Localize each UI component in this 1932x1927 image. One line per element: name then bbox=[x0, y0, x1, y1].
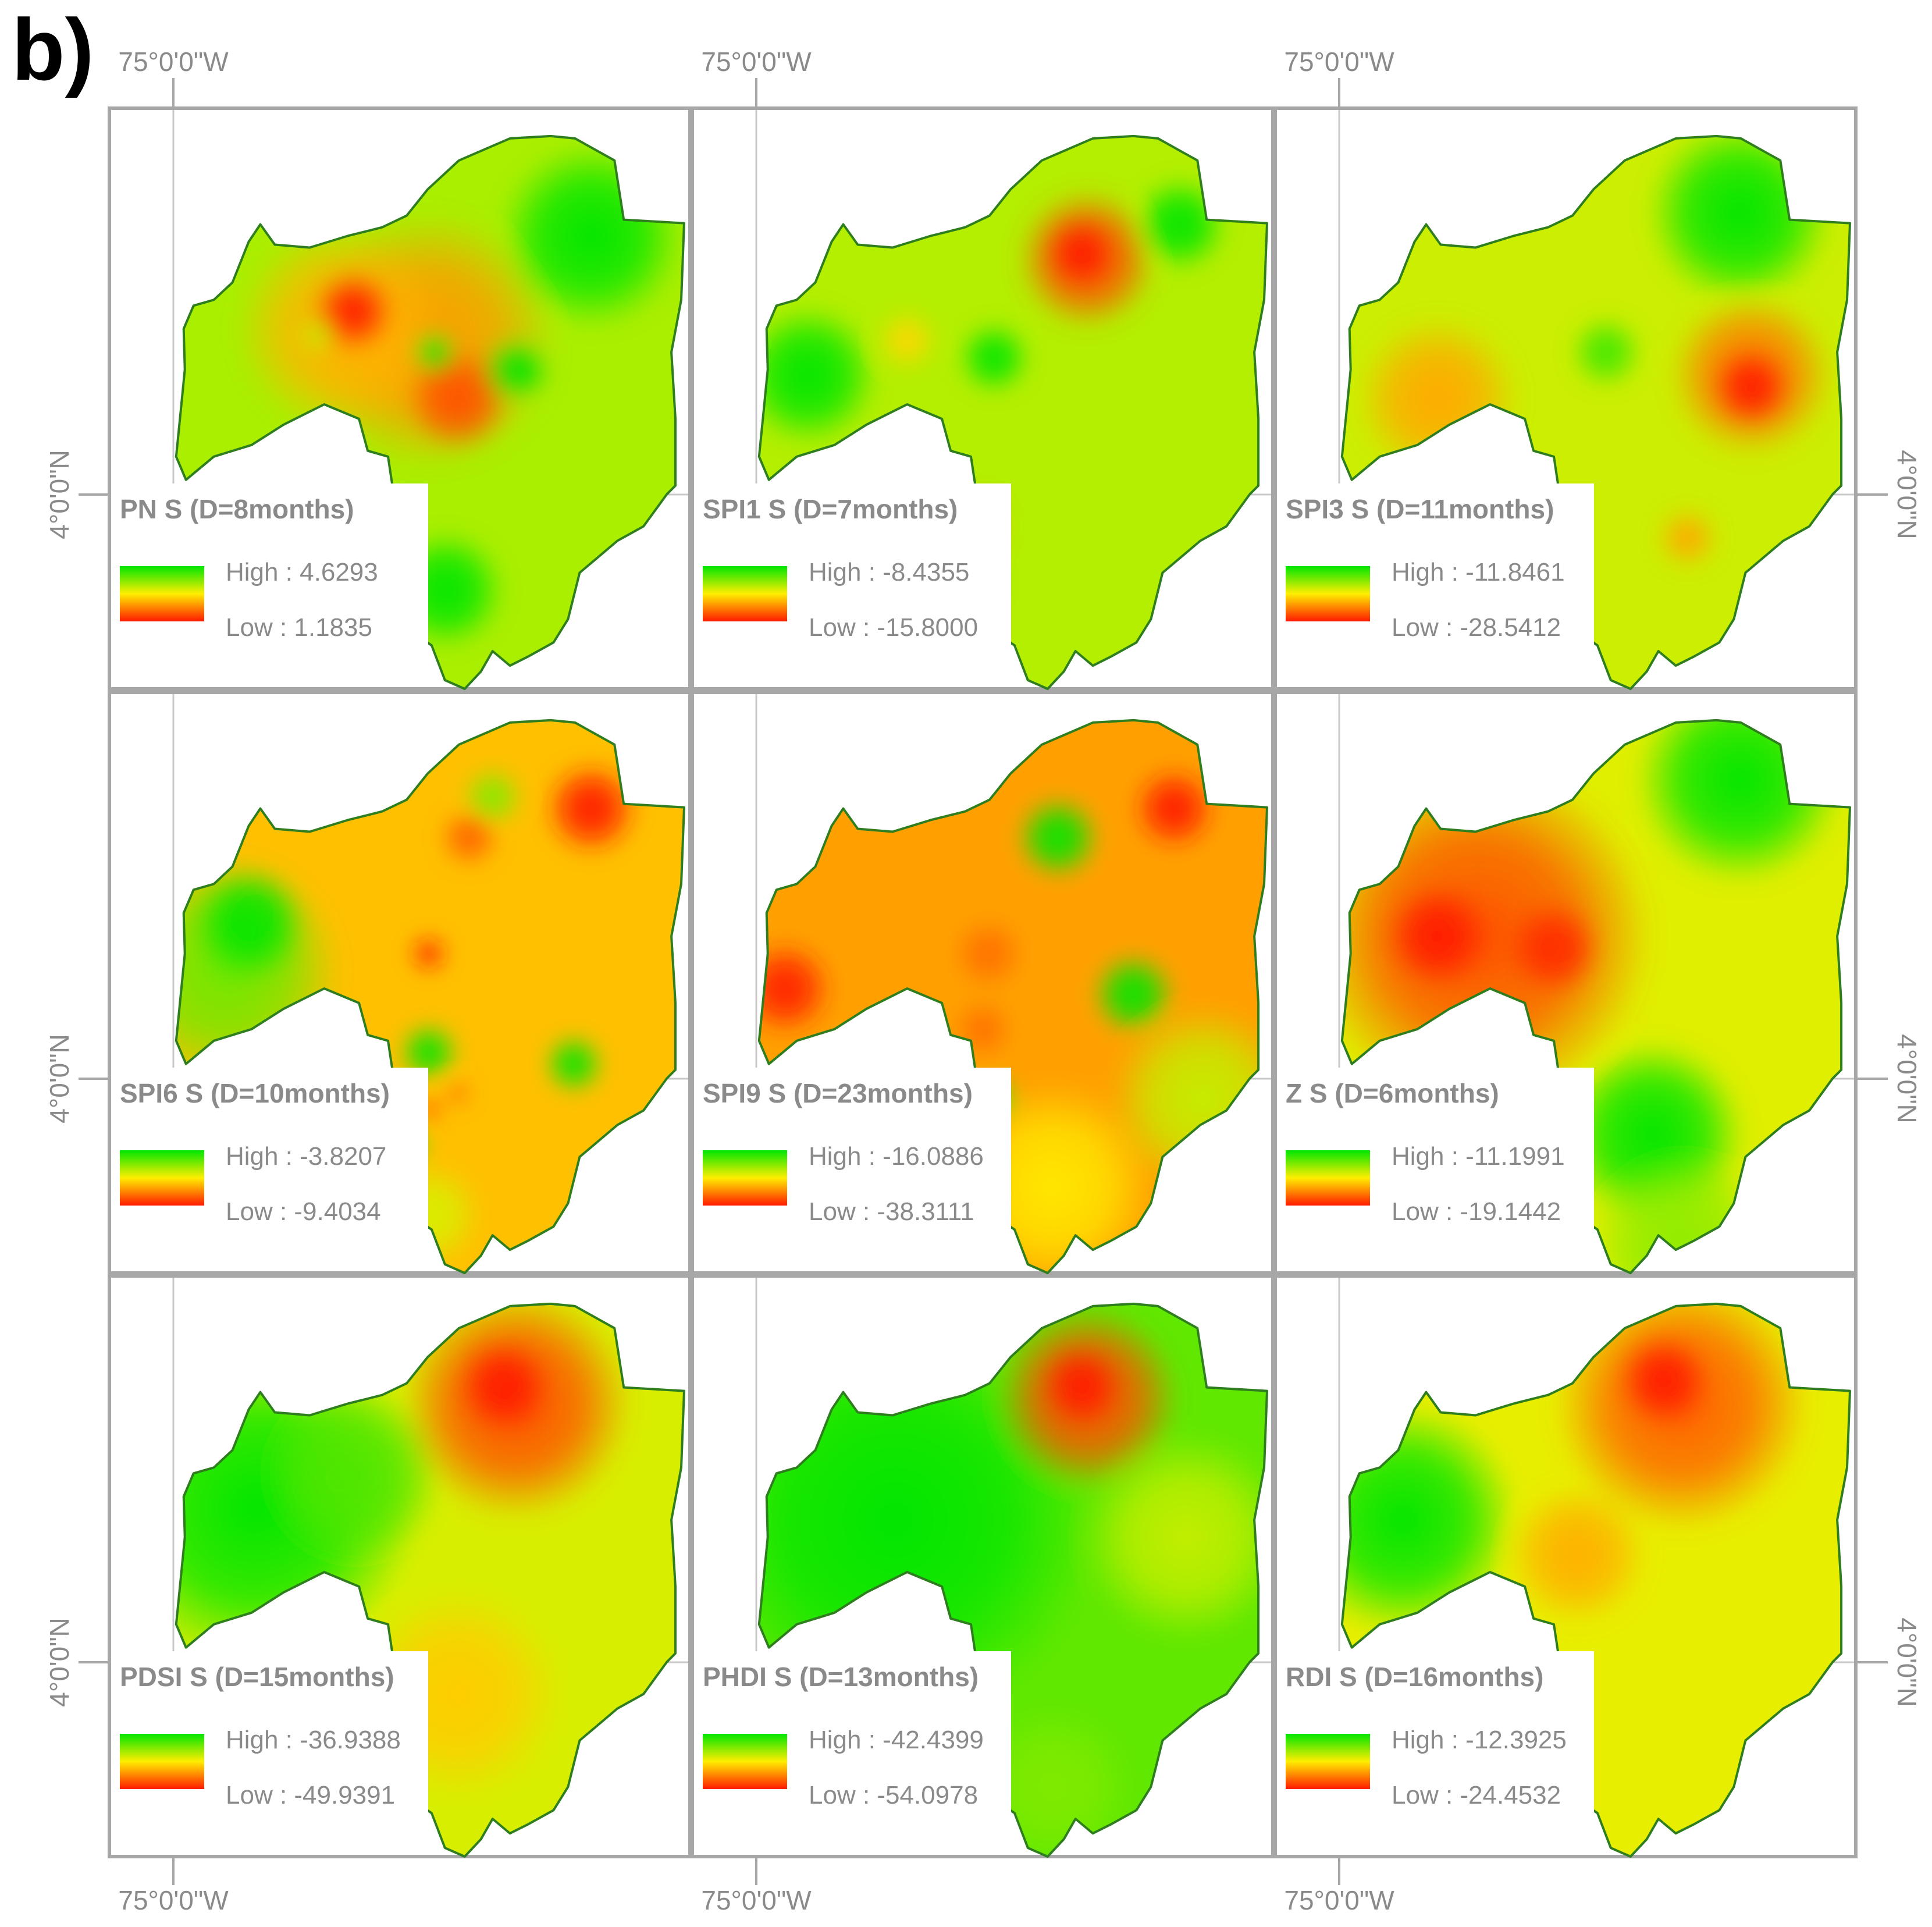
index-hotspot bbox=[1093, 954, 1175, 1035]
latitude-label-right: 4°0'0"N bbox=[1892, 1617, 1922, 1706]
map-panel: SPI9 S (D=23months) High : -16.0886 Low : … bbox=[691, 691, 1275, 1275]
legend-low-label: Low : -28.5412 bbox=[1392, 613, 1561, 642]
color-ramp bbox=[120, 566, 204, 621]
region-boundary bbox=[175, 1302, 685, 1858]
legend-high-label: High : -11.8461 bbox=[1392, 558, 1565, 586]
index-hotspot bbox=[446, 1081, 469, 1105]
panel-title: PHDI S (D=13months) bbox=[703, 1662, 979, 1692]
region-boundary bbox=[757, 134, 1268, 690]
latitude-label-left: 4°0'0"N bbox=[44, 450, 74, 539]
index-hotspot bbox=[440, 808, 499, 867]
region-boundary bbox=[1340, 134, 1851, 690]
color-ramp bbox=[1286, 1150, 1370, 1206]
legend-high-label: High : -12.3925 bbox=[1392, 1726, 1567, 1754]
figure-label: b) bbox=[12, 1, 94, 98]
index-hotspot bbox=[953, 919, 1023, 989]
map-panel: Z S (D=6months) High : -11.1991 Low : -19.… bbox=[1273, 691, 1858, 1275]
color-ramp bbox=[703, 1150, 787, 1206]
index-hotspot bbox=[1507, 901, 1600, 994]
latitude-label-right: 4°0'0"N bbox=[1892, 1034, 1922, 1123]
region-boundary bbox=[1340, 1302, 1851, 1858]
index-hotspot bbox=[545, 762, 638, 855]
index-hotspot bbox=[1046, 218, 1116, 289]
longitude-label-top: 75°0'0"W bbox=[118, 47, 229, 77]
legend-high-label: High : 4.6293 bbox=[226, 558, 378, 586]
index-hotspot bbox=[301, 317, 336, 353]
panel-title: SPI3 S (D=11months) bbox=[1286, 494, 1554, 524]
index-hotspot bbox=[400, 1023, 458, 1082]
longitude-label-bottom: 75°0'0"W bbox=[1284, 1885, 1394, 1915]
index-hotspot bbox=[1133, 767, 1215, 849]
index-hotspot bbox=[457, 1339, 551, 1433]
index-hotspot bbox=[190, 866, 307, 983]
index-hotspot bbox=[481, 335, 551, 404]
index-hotspot bbox=[545, 1034, 603, 1093]
color-ramp bbox=[703, 566, 787, 621]
index-hotspot bbox=[1571, 317, 1641, 387]
index-hotspot bbox=[411, 936, 446, 972]
latitude-label-right: 4°0'0"N bbox=[1892, 450, 1922, 539]
longitude-label-top: 75°0'0"W bbox=[1284, 47, 1394, 77]
raster-surface bbox=[759, 136, 1267, 689]
panel-title: RDI S (D=16months) bbox=[1286, 1662, 1543, 1692]
color-ramp bbox=[1286, 566, 1370, 621]
index-hotspot bbox=[1040, 1345, 1122, 1427]
legend-high-label: High : -8.4355 bbox=[809, 558, 969, 586]
panel-title: SPI9 S (D=23months) bbox=[703, 1078, 973, 1108]
index-hotspot bbox=[260, 1380, 446, 1566]
index-hotspot bbox=[1507, 1485, 1647, 1624]
legend-high-label: High : -11.1991 bbox=[1392, 1142, 1565, 1171]
legend-low-label: Low : -24.4532 bbox=[1392, 1781, 1561, 1809]
index-hotspot bbox=[959, 323, 1029, 393]
color-ramp bbox=[120, 1734, 204, 1789]
legend-low-label: Low : 1.1835 bbox=[226, 613, 372, 642]
legend-high-label: High : -36.9388 bbox=[226, 1726, 401, 1754]
legend-low-label: Low : -38.3111 bbox=[809, 1197, 974, 1226]
region-boundary bbox=[175, 719, 685, 1274]
map-panel: SPI6 S (D=10months) High : -3.8207 Low : -… bbox=[108, 691, 692, 1275]
legend-low-label: Low : -49.9391 bbox=[226, 1781, 395, 1809]
legend-low-label: Low : -19.1442 bbox=[1392, 1197, 1561, 1226]
region-boundary bbox=[757, 719, 1268, 1274]
color-ramp bbox=[703, 1734, 787, 1789]
color-ramp bbox=[1286, 1734, 1370, 1789]
index-hotspot bbox=[1017, 797, 1099, 879]
legend-high-label: High : -42.4399 bbox=[809, 1726, 984, 1754]
map-panel: PN S (D=8months) High : 4.6293 Low : 1.183… bbox=[108, 106, 692, 691]
index-hotspot bbox=[1710, 346, 1792, 428]
longitude-label-bottom: 75°0'0"W bbox=[701, 1885, 812, 1915]
index-hotspot bbox=[411, 329, 458, 376]
map-panel: RDI S (D=16months) High : -12.3925 Low : -… bbox=[1273, 1274, 1858, 1858]
legend-high-label: High : -3.8207 bbox=[226, 1142, 386, 1171]
latitude-label-left: 4°0'0"N bbox=[44, 1617, 74, 1706]
map-panel: SPI1 S (D=7months) High : -8.4355 Low : -1… bbox=[691, 106, 1275, 691]
color-ramp bbox=[120, 1150, 204, 1206]
region-boundary bbox=[1340, 719, 1851, 1274]
panel-title: Z S (D=6months) bbox=[1286, 1078, 1499, 1108]
region-boundary bbox=[757, 1302, 1268, 1858]
panel-title: PN S (D=8months) bbox=[120, 494, 354, 524]
index-hotspot bbox=[1617, 1334, 1711, 1427]
panel-title: PDSI S (D=15months) bbox=[120, 1662, 394, 1692]
index-hotspot bbox=[759, 305, 878, 445]
legend-low-label: Low : -9.4034 bbox=[226, 1197, 381, 1226]
latitude-label-left: 4°0'0"N bbox=[44, 1034, 74, 1123]
map-panel: PDSI S (D=15months) High : -36.9388 Low : … bbox=[108, 1274, 692, 1858]
index-hotspot bbox=[1081, 1432, 1267, 1642]
legend-low-label: Low : -54.0978 bbox=[809, 1781, 978, 1809]
map-panel: PHDI S (D=13months) High : -42.4399 Low : … bbox=[691, 1274, 1275, 1858]
index-hotspot bbox=[1588, 1151, 1775, 1273]
longitude-label-bottom: 75°0'0"W bbox=[118, 1885, 229, 1915]
legend-high-label: High : -16.0886 bbox=[809, 1142, 984, 1171]
index-hotspot bbox=[1385, 884, 1490, 989]
region-boundary bbox=[175, 134, 685, 690]
index-hotspot bbox=[878, 311, 937, 370]
map-panel: SPI3 S (D=11months) High : -11.8461 Low : … bbox=[1273, 106, 1858, 691]
longitude-label-top: 75°0'0"W bbox=[701, 47, 812, 77]
legend-low-label: Low : -15.8000 bbox=[809, 613, 978, 642]
panel-title: SPI1 S (D=7months) bbox=[703, 494, 958, 524]
index-hotspot bbox=[1658, 509, 1717, 567]
panel-title: SPI6 S (D=10months) bbox=[120, 1078, 390, 1108]
